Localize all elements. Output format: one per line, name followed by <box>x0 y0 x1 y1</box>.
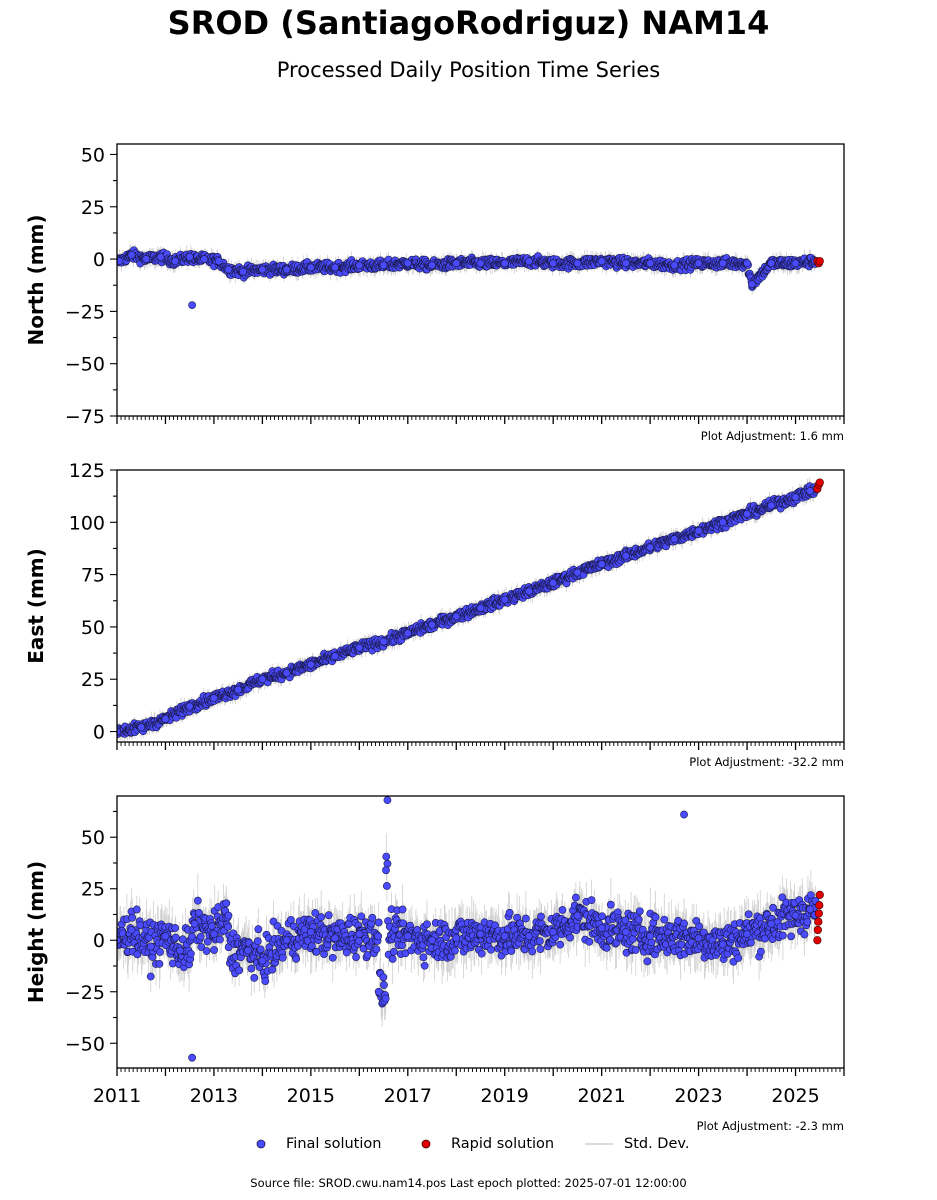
final-solution-point <box>142 255 150 263</box>
final-solution-point <box>670 261 679 270</box>
final-solution-point <box>156 253 165 261</box>
final-solution-point <box>306 263 315 272</box>
panel-0-series <box>117 244 824 310</box>
page-subtitle: Processed Daily Position Time Series <box>276 58 661 82</box>
final-solution-point <box>791 259 800 268</box>
final-solution-point <box>748 280 756 289</box>
final-solution-point <box>282 265 291 274</box>
final-solution-point <box>452 259 461 268</box>
final-solution-point <box>428 261 436 270</box>
final-solution-point <box>171 257 180 266</box>
y-tick-label: 0 <box>93 249 105 271</box>
final-solution-point <box>331 263 339 272</box>
panel-0-frame <box>116 143 845 417</box>
page-title: SROD (SantiagoRodriguz) NAM14 <box>167 4 770 42</box>
final-solution-point <box>214 257 223 266</box>
final-solution-point <box>185 253 194 261</box>
plot-adjustment-label: Plot Adjustment: 1.6 mm <box>701 429 844 443</box>
final-solution-point <box>258 265 267 274</box>
final-solution-point <box>127 250 136 259</box>
final-solution-point <box>500 259 509 268</box>
final-solution-point <box>239 267 247 276</box>
final-solution-point <box>743 259 751 268</box>
final-solution-point <box>525 257 533 266</box>
final-solution-point <box>573 259 582 268</box>
y-tick-label: 25 <box>81 197 105 219</box>
panel-1-series <box>117 477 824 742</box>
final-solution-point <box>549 259 558 268</box>
y-axis-label: North (mm) <box>24 214 48 345</box>
final-solution-point <box>597 257 606 266</box>
final-solution-point <box>767 259 776 268</box>
final-solution-point <box>188 301 197 310</box>
y-tick-label: −25 <box>65 301 105 323</box>
y-tick-label: −50 <box>65 354 105 376</box>
final-solution-point <box>403 259 412 268</box>
final-solution-point <box>117 257 124 266</box>
final-solution-point <box>622 259 630 268</box>
final-solution-point <box>200 255 209 263</box>
final-solution-point <box>379 261 388 270</box>
final-solution-point <box>224 265 233 274</box>
y-tick-label: −75 <box>65 406 105 428</box>
final-solution-point <box>694 259 703 268</box>
rapid-solution-point <box>815 257 824 266</box>
final-solution-point <box>646 259 655 268</box>
final-solution-point <box>476 259 485 268</box>
final-solution-point <box>718 259 727 268</box>
y-tick-label: 50 <box>81 144 105 166</box>
final-solution-point <box>355 261 364 270</box>
